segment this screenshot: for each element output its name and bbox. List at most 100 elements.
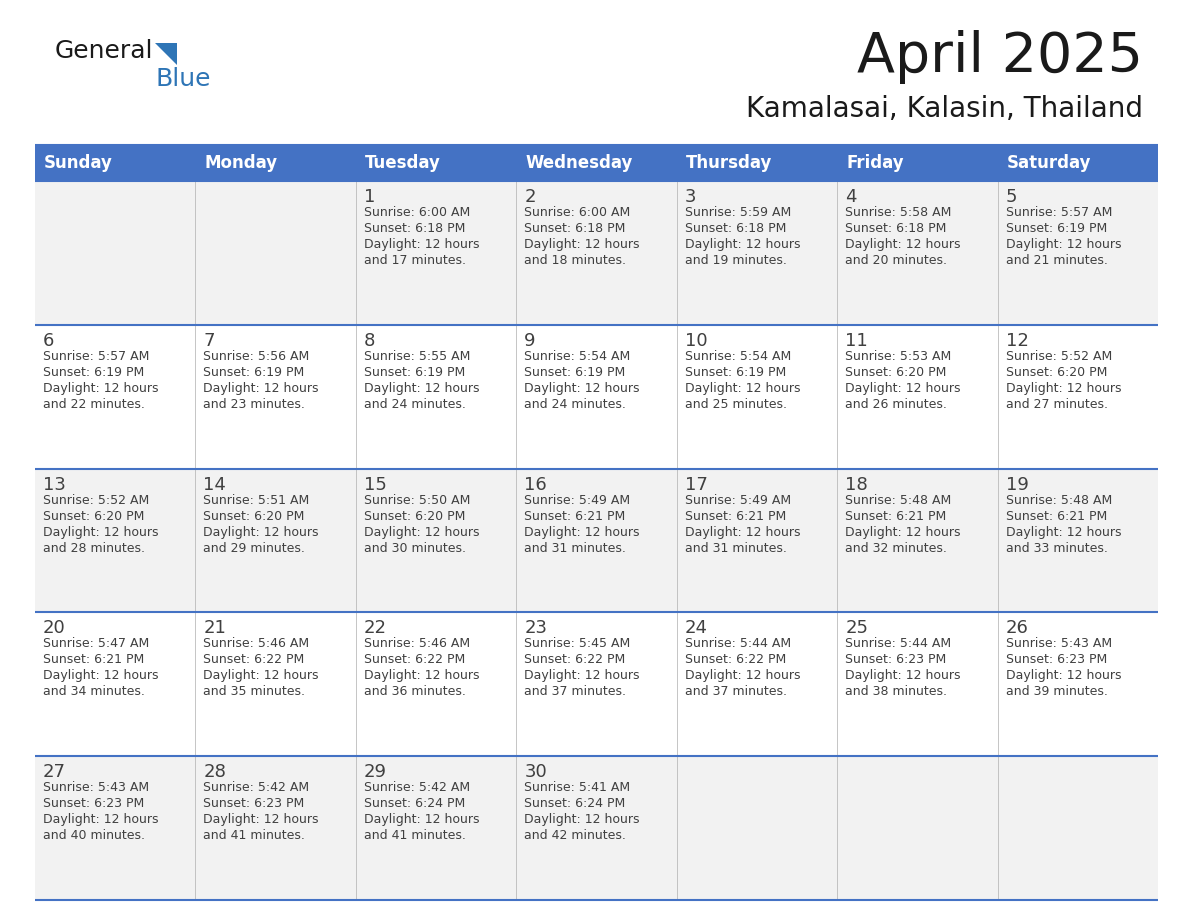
Text: Sunset: 6:24 PM: Sunset: 6:24 PM (524, 797, 626, 811)
Bar (838, 145, 998, 181)
Text: Sunrise: 5:41 AM: Sunrise: 5:41 AM (524, 781, 631, 794)
Text: and 35 minutes.: and 35 minutes. (203, 686, 305, 699)
Text: Sunrise: 5:50 AM: Sunrise: 5:50 AM (364, 494, 470, 507)
Text: Daylight: 12 hours: Daylight: 12 hours (43, 382, 158, 395)
Text: and 42 minutes.: and 42 minutes. (524, 829, 626, 842)
Text: Sunset: 6:22 PM: Sunset: 6:22 PM (684, 654, 786, 666)
Text: 1: 1 (364, 188, 375, 206)
Text: 18: 18 (845, 476, 868, 494)
Text: 16: 16 (524, 476, 546, 494)
Text: and 25 minutes.: and 25 minutes. (684, 397, 786, 410)
Text: 24: 24 (684, 620, 708, 637)
Text: Sunset: 6:19 PM: Sunset: 6:19 PM (364, 365, 466, 379)
Text: 15: 15 (364, 476, 387, 494)
Text: Sunset: 6:21 PM: Sunset: 6:21 PM (684, 509, 786, 522)
Text: Sunrise: 5:44 AM: Sunrise: 5:44 AM (845, 637, 952, 650)
Text: and 38 minutes.: and 38 minutes. (845, 686, 947, 699)
Text: 6: 6 (43, 331, 55, 350)
Text: and 22 minutes.: and 22 minutes. (43, 397, 145, 410)
Text: and 30 minutes.: and 30 minutes. (364, 542, 466, 554)
Text: 22: 22 (364, 620, 387, 637)
Text: Sunset: 6:21 PM: Sunset: 6:21 PM (1005, 509, 1107, 522)
Text: Daylight: 12 hours: Daylight: 12 hours (43, 526, 158, 539)
Text: Daylight: 12 hours: Daylight: 12 hours (845, 669, 961, 682)
Text: and 41 minutes.: and 41 minutes. (364, 829, 466, 842)
Text: Sunrise: 5:56 AM: Sunrise: 5:56 AM (203, 350, 310, 363)
Text: Sunset: 6:20 PM: Sunset: 6:20 PM (364, 509, 466, 522)
Text: and 36 minutes.: and 36 minutes. (364, 686, 466, 699)
Text: Sunset: 6:22 PM: Sunset: 6:22 PM (524, 654, 626, 666)
Text: 10: 10 (684, 331, 707, 350)
Text: 12: 12 (1005, 331, 1029, 350)
Text: and 28 minutes.: and 28 minutes. (43, 542, 145, 554)
Text: 21: 21 (203, 620, 226, 637)
Text: and 23 minutes.: and 23 minutes. (203, 397, 305, 410)
Text: Sunrise: 5:49 AM: Sunrise: 5:49 AM (684, 494, 791, 507)
Text: and 31 minutes.: and 31 minutes. (524, 542, 626, 554)
Text: Sunrise: 5:43 AM: Sunrise: 5:43 AM (1005, 637, 1112, 650)
Bar (34, 145, 196, 181)
Text: Wednesday: Wednesday (525, 154, 633, 172)
Text: and 40 minutes.: and 40 minutes. (43, 829, 145, 842)
Text: Daylight: 12 hours: Daylight: 12 hours (684, 526, 801, 539)
Text: Sunrise: 5:44 AM: Sunrise: 5:44 AM (684, 637, 791, 650)
Text: 25: 25 (845, 620, 868, 637)
Text: Sunrise: 5:49 AM: Sunrise: 5:49 AM (524, 494, 631, 507)
Text: Sunrise: 5:43 AM: Sunrise: 5:43 AM (43, 781, 150, 794)
Text: and 32 minutes.: and 32 minutes. (845, 542, 947, 554)
Text: Sunrise: 5:42 AM: Sunrise: 5:42 AM (203, 781, 310, 794)
Text: 19: 19 (1005, 476, 1029, 494)
Text: Daylight: 12 hours: Daylight: 12 hours (524, 813, 640, 826)
Text: Sunset: 6:23 PM: Sunset: 6:23 PM (203, 797, 304, 811)
Text: Daylight: 12 hours: Daylight: 12 hours (524, 526, 640, 539)
Text: Daylight: 12 hours: Daylight: 12 hours (203, 526, 318, 539)
Text: General: General (55, 39, 153, 63)
Text: Sunrise: 5:46 AM: Sunrise: 5:46 AM (364, 637, 470, 650)
Text: and 26 minutes.: and 26 minutes. (845, 397, 947, 410)
Text: Sunrise: 5:57 AM: Sunrise: 5:57 AM (1005, 206, 1112, 219)
Text: and 33 minutes.: and 33 minutes. (1005, 542, 1107, 554)
Bar (196, 145, 356, 181)
Text: Daylight: 12 hours: Daylight: 12 hours (43, 813, 158, 826)
Text: Sunset: 6:18 PM: Sunset: 6:18 PM (364, 222, 466, 235)
Text: Daylight: 12 hours: Daylight: 12 hours (1005, 382, 1121, 395)
Text: and 31 minutes.: and 31 minutes. (684, 542, 786, 554)
Text: Sunset: 6:19 PM: Sunset: 6:19 PM (524, 365, 626, 379)
Text: Daylight: 12 hours: Daylight: 12 hours (1005, 526, 1121, 539)
Text: and 34 minutes.: and 34 minutes. (43, 686, 145, 699)
Text: Sunset: 6:23 PM: Sunset: 6:23 PM (1005, 654, 1107, 666)
Text: 7: 7 (203, 331, 215, 350)
Text: Tuesday: Tuesday (365, 154, 441, 172)
Text: Daylight: 12 hours: Daylight: 12 hours (203, 669, 318, 682)
Text: 4: 4 (845, 188, 857, 206)
Text: and 27 minutes.: and 27 minutes. (1005, 397, 1107, 410)
Text: Sunset: 6:20 PM: Sunset: 6:20 PM (43, 509, 145, 522)
Bar (998, 145, 1158, 181)
Text: 13: 13 (43, 476, 65, 494)
Text: Daylight: 12 hours: Daylight: 12 hours (845, 526, 961, 539)
Text: Sunset: 6:20 PM: Sunset: 6:20 PM (203, 509, 305, 522)
Text: Sunset: 6:19 PM: Sunset: 6:19 PM (1005, 222, 1107, 235)
Bar (34, 468, 1158, 612)
Text: Monday: Monday (204, 154, 278, 172)
Text: and 24 minutes.: and 24 minutes. (364, 397, 466, 410)
Text: 17: 17 (684, 476, 708, 494)
Text: Friday: Friday (846, 154, 904, 172)
Text: and 39 minutes.: and 39 minutes. (1005, 686, 1107, 699)
Text: 11: 11 (845, 331, 868, 350)
Text: Sunset: 6:21 PM: Sunset: 6:21 PM (524, 509, 626, 522)
Text: Daylight: 12 hours: Daylight: 12 hours (203, 813, 318, 826)
Text: Sunset: 6:21 PM: Sunset: 6:21 PM (845, 509, 947, 522)
Text: 26: 26 (1005, 620, 1029, 637)
Text: Sunrise: 5:55 AM: Sunrise: 5:55 AM (364, 350, 470, 363)
Text: Sunset: 6:20 PM: Sunset: 6:20 PM (845, 365, 947, 379)
Text: 8: 8 (364, 331, 375, 350)
Text: Sunset: 6:20 PM: Sunset: 6:20 PM (1005, 365, 1107, 379)
Text: 5: 5 (1005, 188, 1017, 206)
Text: Daylight: 12 hours: Daylight: 12 hours (845, 238, 961, 251)
Text: Daylight: 12 hours: Daylight: 12 hours (684, 669, 801, 682)
Bar (34, 181, 1158, 325)
Text: Kamalasai, Kalasin, Thailand: Kamalasai, Kalasin, Thailand (746, 95, 1143, 123)
Text: 14: 14 (203, 476, 226, 494)
Text: Sunrise: 5:51 AM: Sunrise: 5:51 AM (203, 494, 310, 507)
